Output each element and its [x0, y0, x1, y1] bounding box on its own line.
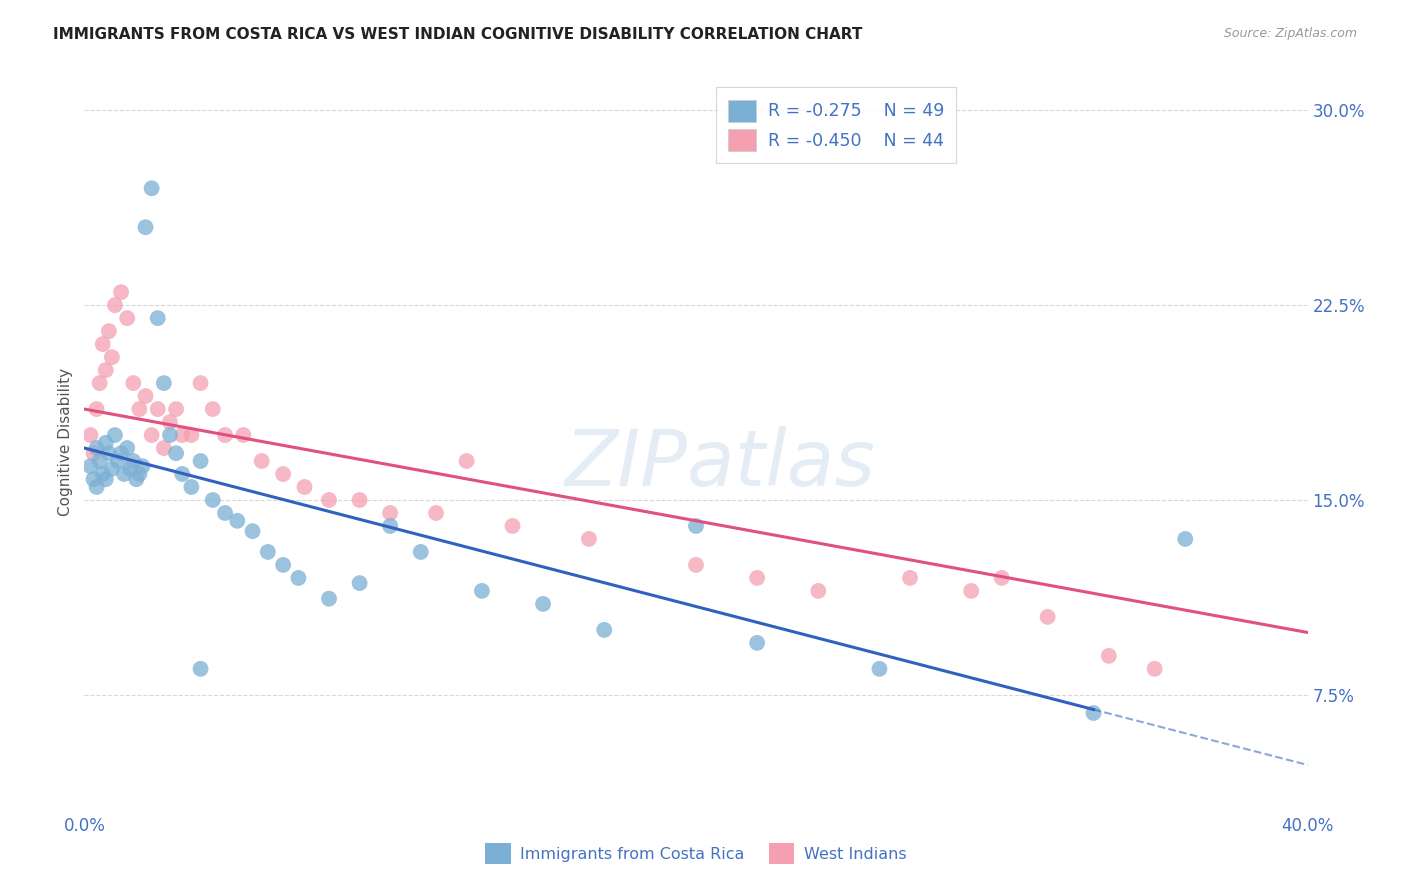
Point [287, 571, 309, 585]
Text: IMMIGRANTS FROM COSTA RICA VS WEST INDIAN COGNITIVE DISABILITY CORRELATION CHART: IMMIGRANTS FROM COSTA RICA VS WEST INDIA… [53, 27, 863, 42]
Point [380, 519, 402, 533]
Point [165, 446, 187, 460]
Point [807, 583, 830, 598]
Point [747, 571, 769, 585]
Point [86, 402, 108, 417]
Point [86, 480, 108, 494]
Point [112, 467, 135, 481]
Point [531, 597, 554, 611]
Point [180, 480, 202, 494]
Point [960, 583, 983, 598]
Point [122, 376, 145, 390]
Point [190, 454, 212, 468]
Point [94, 435, 117, 450]
Point [271, 467, 294, 481]
Point [471, 583, 494, 598]
Point [226, 514, 249, 528]
Point [190, 376, 212, 390]
Point [349, 576, 371, 591]
Point [89, 454, 111, 468]
Point [318, 591, 340, 606]
Point [91, 337, 114, 351]
Point [1174, 532, 1197, 546]
Point [685, 519, 707, 533]
Point [153, 441, 176, 455]
Point [86, 441, 108, 455]
Point [172, 467, 194, 481]
Point [869, 662, 891, 676]
Point [271, 558, 294, 572]
Point [104, 428, 127, 442]
Y-axis label: Cognitive Disability: Cognitive Disability [58, 368, 73, 516]
Point [97, 324, 120, 338]
Point [141, 181, 163, 195]
Point [115, 441, 138, 455]
Point [172, 428, 194, 442]
Point [94, 472, 117, 486]
Point [349, 493, 371, 508]
Point [159, 428, 181, 442]
Point [456, 454, 478, 468]
Point [135, 220, 157, 235]
Point [159, 415, 181, 429]
Point [578, 532, 600, 546]
Point [201, 493, 224, 508]
Point [101, 350, 124, 364]
Point [89, 376, 111, 390]
Point [101, 462, 124, 476]
Point [232, 428, 254, 442]
Point [146, 311, 169, 326]
Point [747, 636, 769, 650]
Point [131, 459, 153, 474]
Point [1036, 610, 1059, 624]
Point [128, 402, 150, 417]
Point [115, 311, 138, 326]
Point [135, 389, 157, 403]
Point [502, 519, 524, 533]
Point [141, 428, 163, 442]
Point [110, 285, 132, 300]
Point [153, 376, 176, 390]
Point [91, 467, 114, 481]
Point [165, 402, 187, 417]
Point [425, 506, 447, 520]
Point [214, 506, 236, 520]
Point [214, 428, 236, 442]
Point [180, 428, 202, 442]
Point [1143, 662, 1166, 676]
Point [104, 298, 127, 312]
Point [190, 662, 212, 676]
Text: ZIPatlas: ZIPatlas [565, 425, 876, 502]
Point [79, 428, 101, 442]
Point [250, 454, 273, 468]
Point [97, 446, 120, 460]
Point [107, 454, 129, 468]
Point [146, 402, 169, 417]
Point [1098, 648, 1121, 663]
Point [79, 459, 101, 474]
Text: Source: ZipAtlas.com: Source: ZipAtlas.com [1223, 27, 1357, 40]
Legend: Immigrants from Costa Rica, West Indians: Immigrants from Costa Rica, West Indians [479, 837, 912, 871]
Point [83, 472, 105, 486]
Point [898, 571, 921, 585]
Point [380, 506, 402, 520]
Point [83, 446, 105, 460]
Point [257, 545, 280, 559]
Point [1083, 706, 1105, 720]
Point [122, 454, 145, 468]
Point [294, 480, 316, 494]
Point [242, 524, 264, 538]
Point [120, 462, 142, 476]
Point [125, 472, 148, 486]
Point [110, 446, 132, 460]
Point [128, 467, 150, 481]
Point [685, 558, 707, 572]
Point [318, 493, 340, 508]
Point [991, 571, 1014, 585]
Point [593, 623, 616, 637]
Point [409, 545, 432, 559]
Point [201, 402, 224, 417]
Point [94, 363, 117, 377]
